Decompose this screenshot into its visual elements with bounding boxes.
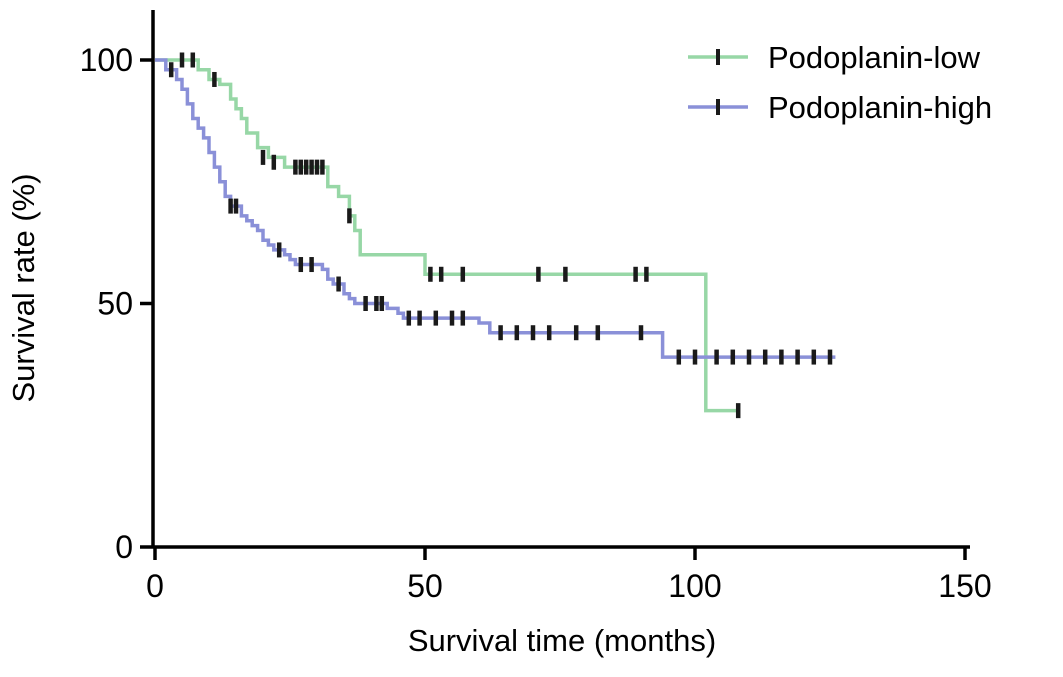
y-axis-title: Survival rate (%) xyxy=(6,173,41,402)
x-axis-title: Survival time (months) xyxy=(408,623,716,658)
series-line-podoplanin-high xyxy=(155,58,836,359)
x-tick-label: 150 xyxy=(938,568,991,604)
x-tick-label: 0 xyxy=(146,568,164,604)
legend: Podoplanin-low Podoplanin-high xyxy=(688,40,992,125)
legend-entry-podoplanin-low: Podoplanin-low xyxy=(688,40,981,75)
y-tick-label: 100 xyxy=(80,42,133,78)
legend-label-low: Podoplanin-low xyxy=(768,40,981,75)
legend-entry-podoplanin-high: Podoplanin-high xyxy=(688,90,992,125)
legend-label-high: Podoplanin-high xyxy=(768,90,992,125)
censor-ticks xyxy=(168,52,833,419)
x-tick-label: 100 xyxy=(668,568,721,604)
axis-spine xyxy=(151,10,970,549)
series-line-podoplanin-low xyxy=(155,58,739,413)
y-tick-label: 50 xyxy=(97,286,133,322)
y-tick-label: 0 xyxy=(115,529,133,565)
tick-labels: 0 50 100 150 0 50 100 xyxy=(80,42,992,604)
series-curves xyxy=(155,58,836,413)
axes xyxy=(140,10,970,560)
x-tick-label: 50 xyxy=(407,568,443,604)
